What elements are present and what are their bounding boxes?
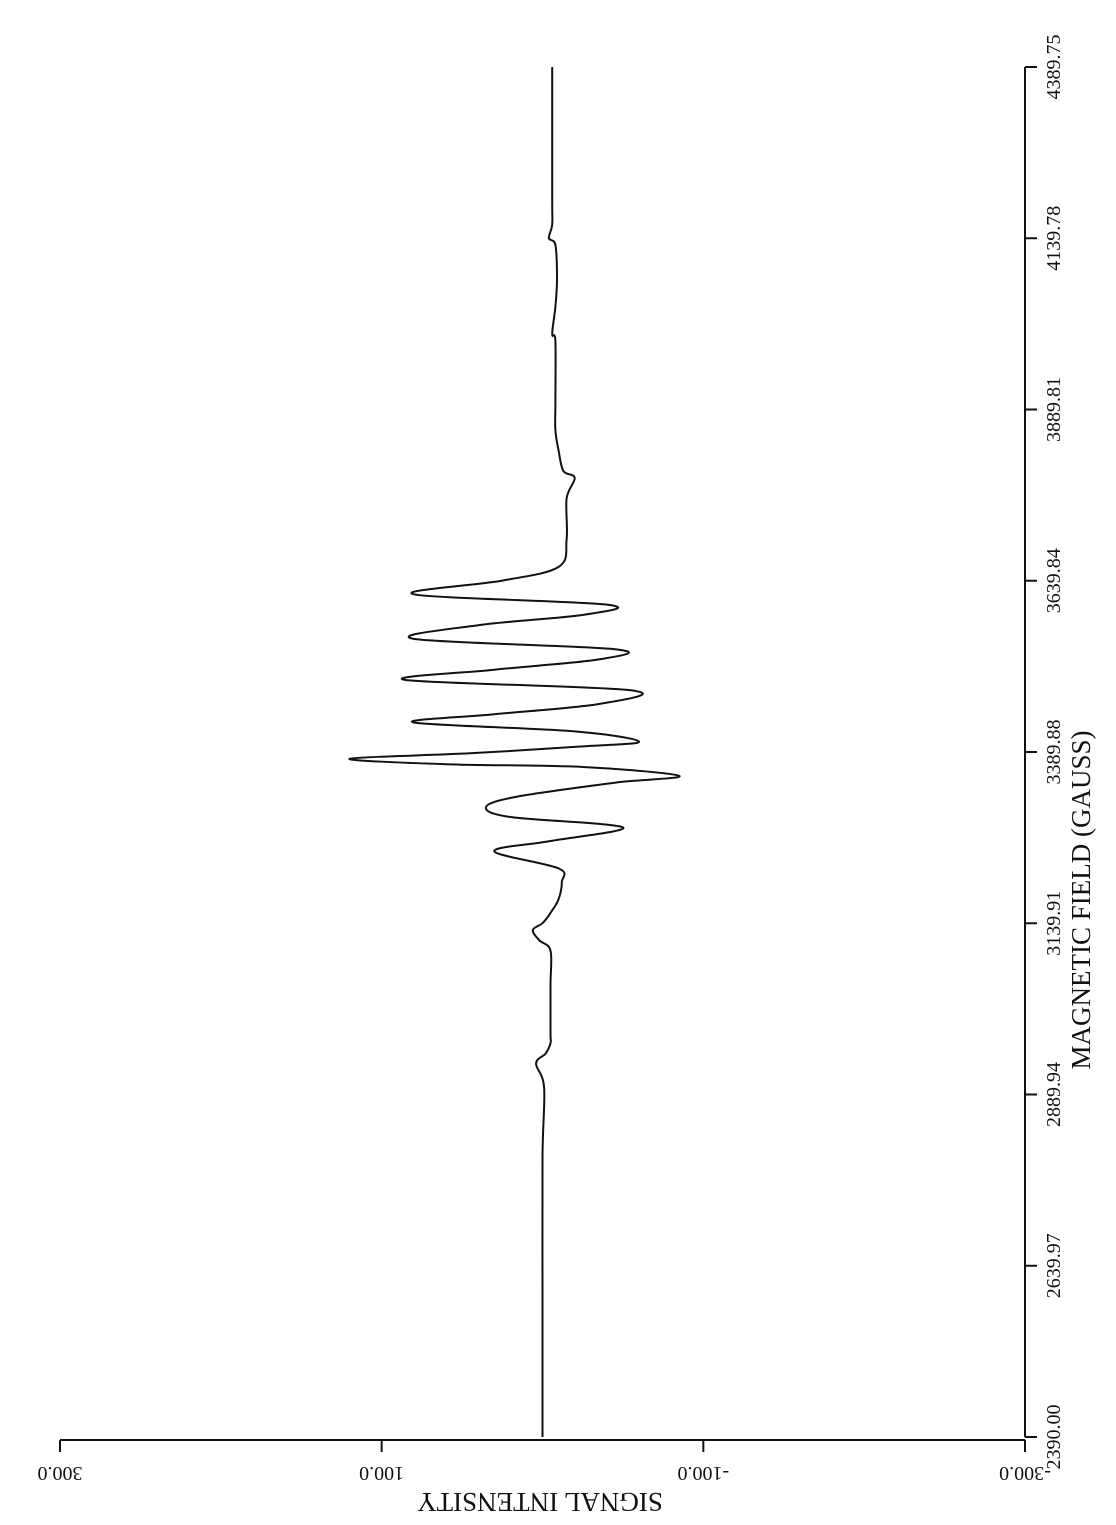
x-tick-label-2: 2889.94 [1043, 1062, 1065, 1127]
tick-labels: 2390.00 2639.97 2889.94 3139.91 3389.88 3639.… [38, 35, 1066, 1485]
x-axis-title: MAGNETIC FIELD (GAUSS) [1066, 731, 1096, 1070]
y-axis-title: SIGNAL INTENSITY [417, 1487, 663, 1517]
y-tick-label-1: 100.0 [359, 1462, 404, 1484]
x-tick-label-6: 3889.81 [1043, 377, 1065, 442]
y-tick-label-3: -300.0 [999, 1462, 1051, 1484]
x-tick-label-3: 3139.91 [1043, 891, 1065, 956]
x-tick-label-5: 3639.84 [1043, 548, 1065, 613]
x-tick-label-0: 2390.00 [1043, 1405, 1065, 1470]
ticks [59, 66, 1037, 1452]
y-tick-label-2: -100.0 [677, 1462, 729, 1484]
x-tick-label-1: 2639.97 [1043, 1233, 1065, 1298]
x-tick-label-4: 3389.88 [1043, 719, 1065, 784]
x-tick-label-8: 4389.75 [1043, 35, 1065, 100]
x-tick-label-7: 4139.78 [1043, 206, 1065, 271]
spectrum-trace [348, 67, 681, 1437]
y-tick-label-0: 300.0 [38, 1462, 83, 1484]
